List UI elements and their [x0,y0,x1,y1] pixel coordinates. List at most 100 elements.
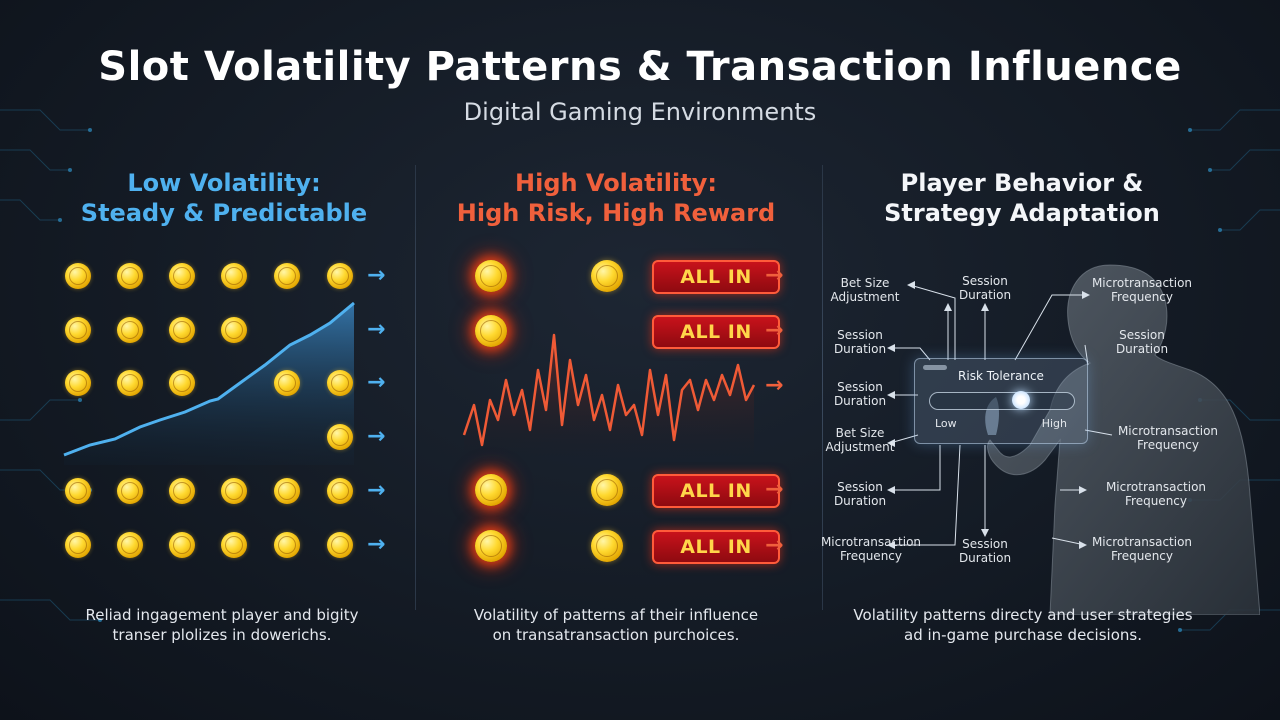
player-behavior-heading-line1: Player Behavior & [900,169,1144,197]
label-line: Microtransaction [1117,424,1219,438]
label-line: Duration [958,288,1012,302]
label-line: Frequency [1111,549,1173,563]
label-line: Duration [1115,342,1169,356]
all-in-badge: ALL IN [652,260,780,294]
coin-icon [169,317,195,343]
arrow-right-icon: → [765,477,784,502]
label-line: Session [837,380,883,394]
column-divider-left [415,165,416,610]
coin-icon [117,478,143,504]
coin-icon [274,370,300,396]
label-line: Frequency [1111,290,1173,304]
coin-icon [327,424,353,450]
label-micro-right-1: Microtransaction Frequency [1112,424,1224,452]
coin-icon [274,263,300,289]
low-volatility-caption-line2: transer plolizes in dowerichs. [112,626,332,644]
label-session-left-3: Session Duration [826,480,894,508]
high-volatility-heading: High Volatility: High Risk, High Reward [436,168,796,228]
slider-knob[interactable] [1012,391,1030,409]
label-line: Adjustment [830,290,900,304]
coin-icon [591,474,623,506]
all-in-badge: ALL IN [652,474,780,508]
arrow-right-icon: → [367,370,386,395]
all-in-badge: ALL IN [652,530,780,564]
arrow-right-icon: → [367,532,386,557]
slider-low-label: Low [935,417,957,430]
label-session-bottom: Session Duration [946,537,1024,565]
high-volatility-heading-line2: High Risk, High Reward [456,199,776,227]
label-line: Session [837,480,883,494]
arrow-right-icon: → [367,478,386,503]
label-line: Session [962,274,1008,288]
coin-icon [65,263,91,289]
label-micro-top: Microtransaction Frequency [1086,276,1198,304]
low-volatility-heading-line2: Steady & Predictable [80,199,368,227]
coin-icon [591,530,623,562]
coin-icon [327,370,353,396]
coin-icon [274,532,300,558]
coin-icon [169,532,195,558]
low-volatility-growth-chart [63,301,355,465]
risk-tolerance-panel[interactable]: Risk Tolerance Low High [914,358,1088,444]
coin-icon [65,370,91,396]
player-behavior-heading-line2: Strategy Adaptation [884,199,1160,227]
coin-icon [117,532,143,558]
label-session-left-1: Session Duration [826,328,894,356]
coin-icon [65,478,91,504]
label-line: Microtransaction [820,535,922,549]
label-bet-size-top: Bet Size Adjustment [822,276,908,304]
arrow-right-icon: → [765,533,784,558]
column-divider-right [822,165,823,610]
low-volatility-caption: Reliad ingagement player and bigity tran… [52,605,392,645]
arrow-right-icon: → [765,318,784,343]
coin-icon [117,263,143,289]
player-silhouette [985,264,1260,615]
hot-coin-icon [475,474,507,506]
player-behavior-caption-line2: ad in-game purchase decisions. [904,626,1142,644]
arrow-right-icon: → [367,263,386,288]
label-line: Duration [958,551,1012,565]
label-line: Session [837,328,883,342]
label-line: Adjustment [825,440,895,454]
arrow-right-icon: → [367,424,386,449]
label-line: Frequency [1125,494,1187,508]
coin-icon [169,263,195,289]
coin-icon [327,532,353,558]
player-behavior-heading: Player Behavior & Strategy Adaptation [842,168,1202,228]
hot-coin-icon [475,530,507,562]
label-session-top: Session Duration [945,274,1025,302]
high-volatility-spike-chart [462,333,756,460]
label-session-right: Session Duration [1108,328,1176,356]
page-title: Slot Volatility Patterns & Transaction I… [98,44,1182,90]
label-line: Bet Size [840,276,890,290]
label-line: Microtransaction [1091,276,1193,290]
label-line: Session [962,537,1008,551]
label-line: Microtransaction [1091,535,1193,549]
label-micro-right-2: Microtransaction Frequency [1100,480,1212,508]
low-volatility-caption-line1: Reliad ingagement player and bigity [85,606,359,624]
coin-icon [327,478,353,504]
coin-icon [274,478,300,504]
label-micro-left: Microtransaction Frequency [820,535,922,563]
player-behavior-caption: Volatility patterns directy and user str… [853,605,1193,645]
connector-lines [887,281,1113,549]
label-line: Frequency [1137,438,1199,452]
high-volatility-heading-line1: High Volatility: [515,169,717,197]
page-subtitle: Digital Gaming Environments [463,98,817,126]
hot-coin-icon [475,315,507,347]
label-line: Duration [833,394,887,408]
label-micro-right-3: Microtransaction Frequency [1086,535,1198,563]
label-session-left-2: Session Duration [826,380,894,408]
all-in-badge: ALL IN [652,315,780,349]
risk-tolerance-slider[interactable] [929,391,1075,410]
coin-icon [169,370,195,396]
label-line: Microtransaction [1105,480,1207,494]
panel-indicator [923,365,947,370]
low-volatility-heading-line1: Low Volatility: [127,169,321,197]
high-volatility-caption-line1: Volatility of patterns af their influenc… [473,606,759,624]
label-bet-size-left: Bet Size Adjustment [822,426,898,454]
coin-icon [65,532,91,558]
coin-icon [221,532,247,558]
arrow-right-icon: → [765,373,784,398]
arrow-right-icon: → [765,263,784,288]
